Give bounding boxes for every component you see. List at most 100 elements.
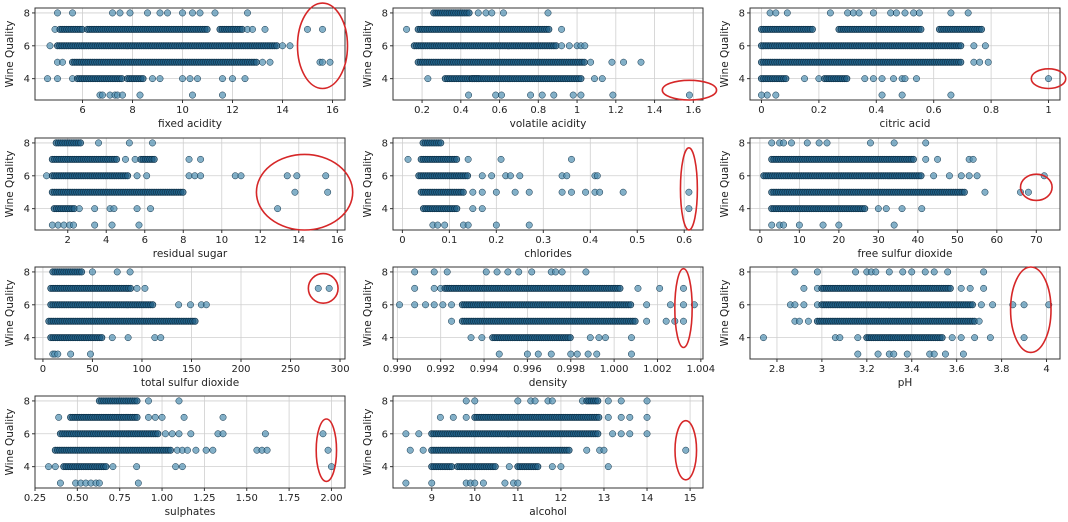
data-point	[662, 317, 670, 325]
data-point	[685, 205, 693, 213]
data-point	[179, 188, 187, 196]
data-point	[643, 397, 651, 405]
y-tick-label: 8	[24, 396, 30, 407]
data-point	[133, 284, 141, 292]
data-point	[685, 91, 693, 99]
data-point	[511, 188, 519, 196]
data-point	[591, 75, 598, 83]
data-point	[464, 221, 472, 229]
data-point	[471, 397, 479, 405]
x-tick-label: 15	[684, 493, 697, 504]
y-tick-label: 6	[24, 429, 30, 440]
x-tick-label: 3	[819, 364, 825, 375]
data-point	[918, 205, 926, 213]
data-point	[406, 446, 414, 454]
data-point	[558, 42, 566, 50]
data-point	[823, 139, 831, 147]
data-point	[478, 334, 486, 342]
data-point	[75, 205, 83, 213]
axes-frame	[34, 395, 346, 489]
y-tick-label: 4	[24, 74, 30, 85]
data-point	[448, 301, 455, 309]
data-point	[133, 205, 141, 213]
data-point	[304, 25, 311, 33]
data-point	[87, 350, 94, 358]
data-point	[189, 9, 196, 17]
data-point	[583, 446, 591, 454]
data-point	[147, 205, 154, 213]
data-point	[157, 334, 165, 342]
data-point	[126, 9, 134, 17]
x-tick-label: 3.8	[994, 364, 1010, 375]
data-point	[95, 479, 103, 487]
data-point	[1045, 75, 1052, 83]
data-point	[819, 221, 827, 229]
data-point	[439, 301, 447, 309]
data-point	[202, 301, 210, 309]
axes-frame	[749, 137, 1061, 231]
data-point	[149, 139, 156, 147]
x-tick-label: 200	[231, 364, 250, 375]
data-point	[959, 350, 967, 358]
data-point	[567, 350, 575, 358]
data-point	[150, 155, 158, 163]
data-point	[908, 268, 916, 276]
data-point	[685, 188, 693, 196]
data-point	[144, 9, 151, 17]
data-point	[172, 463, 180, 471]
data-point	[843, 75, 851, 83]
data-point	[981, 42, 989, 50]
data-point	[51, 463, 59, 471]
data-point	[46, 42, 54, 50]
data-point	[637, 58, 645, 66]
x-tick-label: 11	[511, 493, 524, 504]
y-tick-label: 6	[382, 171, 388, 182]
data-point	[70, 221, 77, 229]
data-point	[54, 350, 62, 358]
data-point	[617, 413, 625, 421]
data-point	[134, 479, 142, 487]
data-point	[179, 75, 186, 83]
plot-area	[35, 138, 345, 230]
outlier-highlight-ellipse	[1019, 173, 1053, 202]
data-point	[314, 284, 322, 292]
subplot-free-sulfur-dioxide: 0 10 20 30 40 50 60 70 4 6 8 free sulfur dioxide Win…	[719, 137, 1061, 260]
x-tick-label: 1.004	[687, 364, 716, 375]
data-point	[151, 413, 159, 421]
data-point	[184, 446, 191, 454]
data-point	[488, 9, 496, 17]
data-point	[203, 25, 211, 33]
x-tick-label: 0.4	[453, 105, 469, 116]
data-point	[801, 75, 808, 83]
data-point	[491, 463, 499, 471]
data-point	[43, 172, 51, 180]
plot-area	[750, 138, 1060, 230]
data-point	[77, 139, 85, 147]
x-tick-label: 10	[215, 235, 228, 246]
outlier-highlight-ellipse	[674, 419, 698, 481]
data-point	[95, 139, 102, 147]
x-tick-label: 0.5	[629, 235, 645, 246]
data-point	[899, 268, 907, 276]
data-point	[449, 413, 457, 421]
data-point	[528, 268, 536, 276]
data-point	[565, 42, 573, 50]
data-point	[552, 268, 560, 276]
data-point	[185, 155, 193, 163]
data-point	[464, 172, 472, 180]
data-point	[600, 446, 608, 454]
data-point	[545, 25, 553, 33]
data-point	[91, 221, 99, 229]
data-point	[835, 221, 843, 229]
x-tick-label: 13	[598, 493, 611, 504]
data-point	[145, 397, 152, 405]
data-point	[324, 446, 332, 454]
data-point	[453, 205, 461, 213]
x-tick-label: 10	[468, 493, 481, 504]
x-tick-label: 0.994	[470, 364, 499, 375]
data-point	[326, 58, 334, 66]
data-point	[263, 446, 271, 454]
data-point	[88, 268, 96, 276]
y-tick-label: 4	[382, 204, 388, 215]
data-point	[448, 317, 455, 325]
